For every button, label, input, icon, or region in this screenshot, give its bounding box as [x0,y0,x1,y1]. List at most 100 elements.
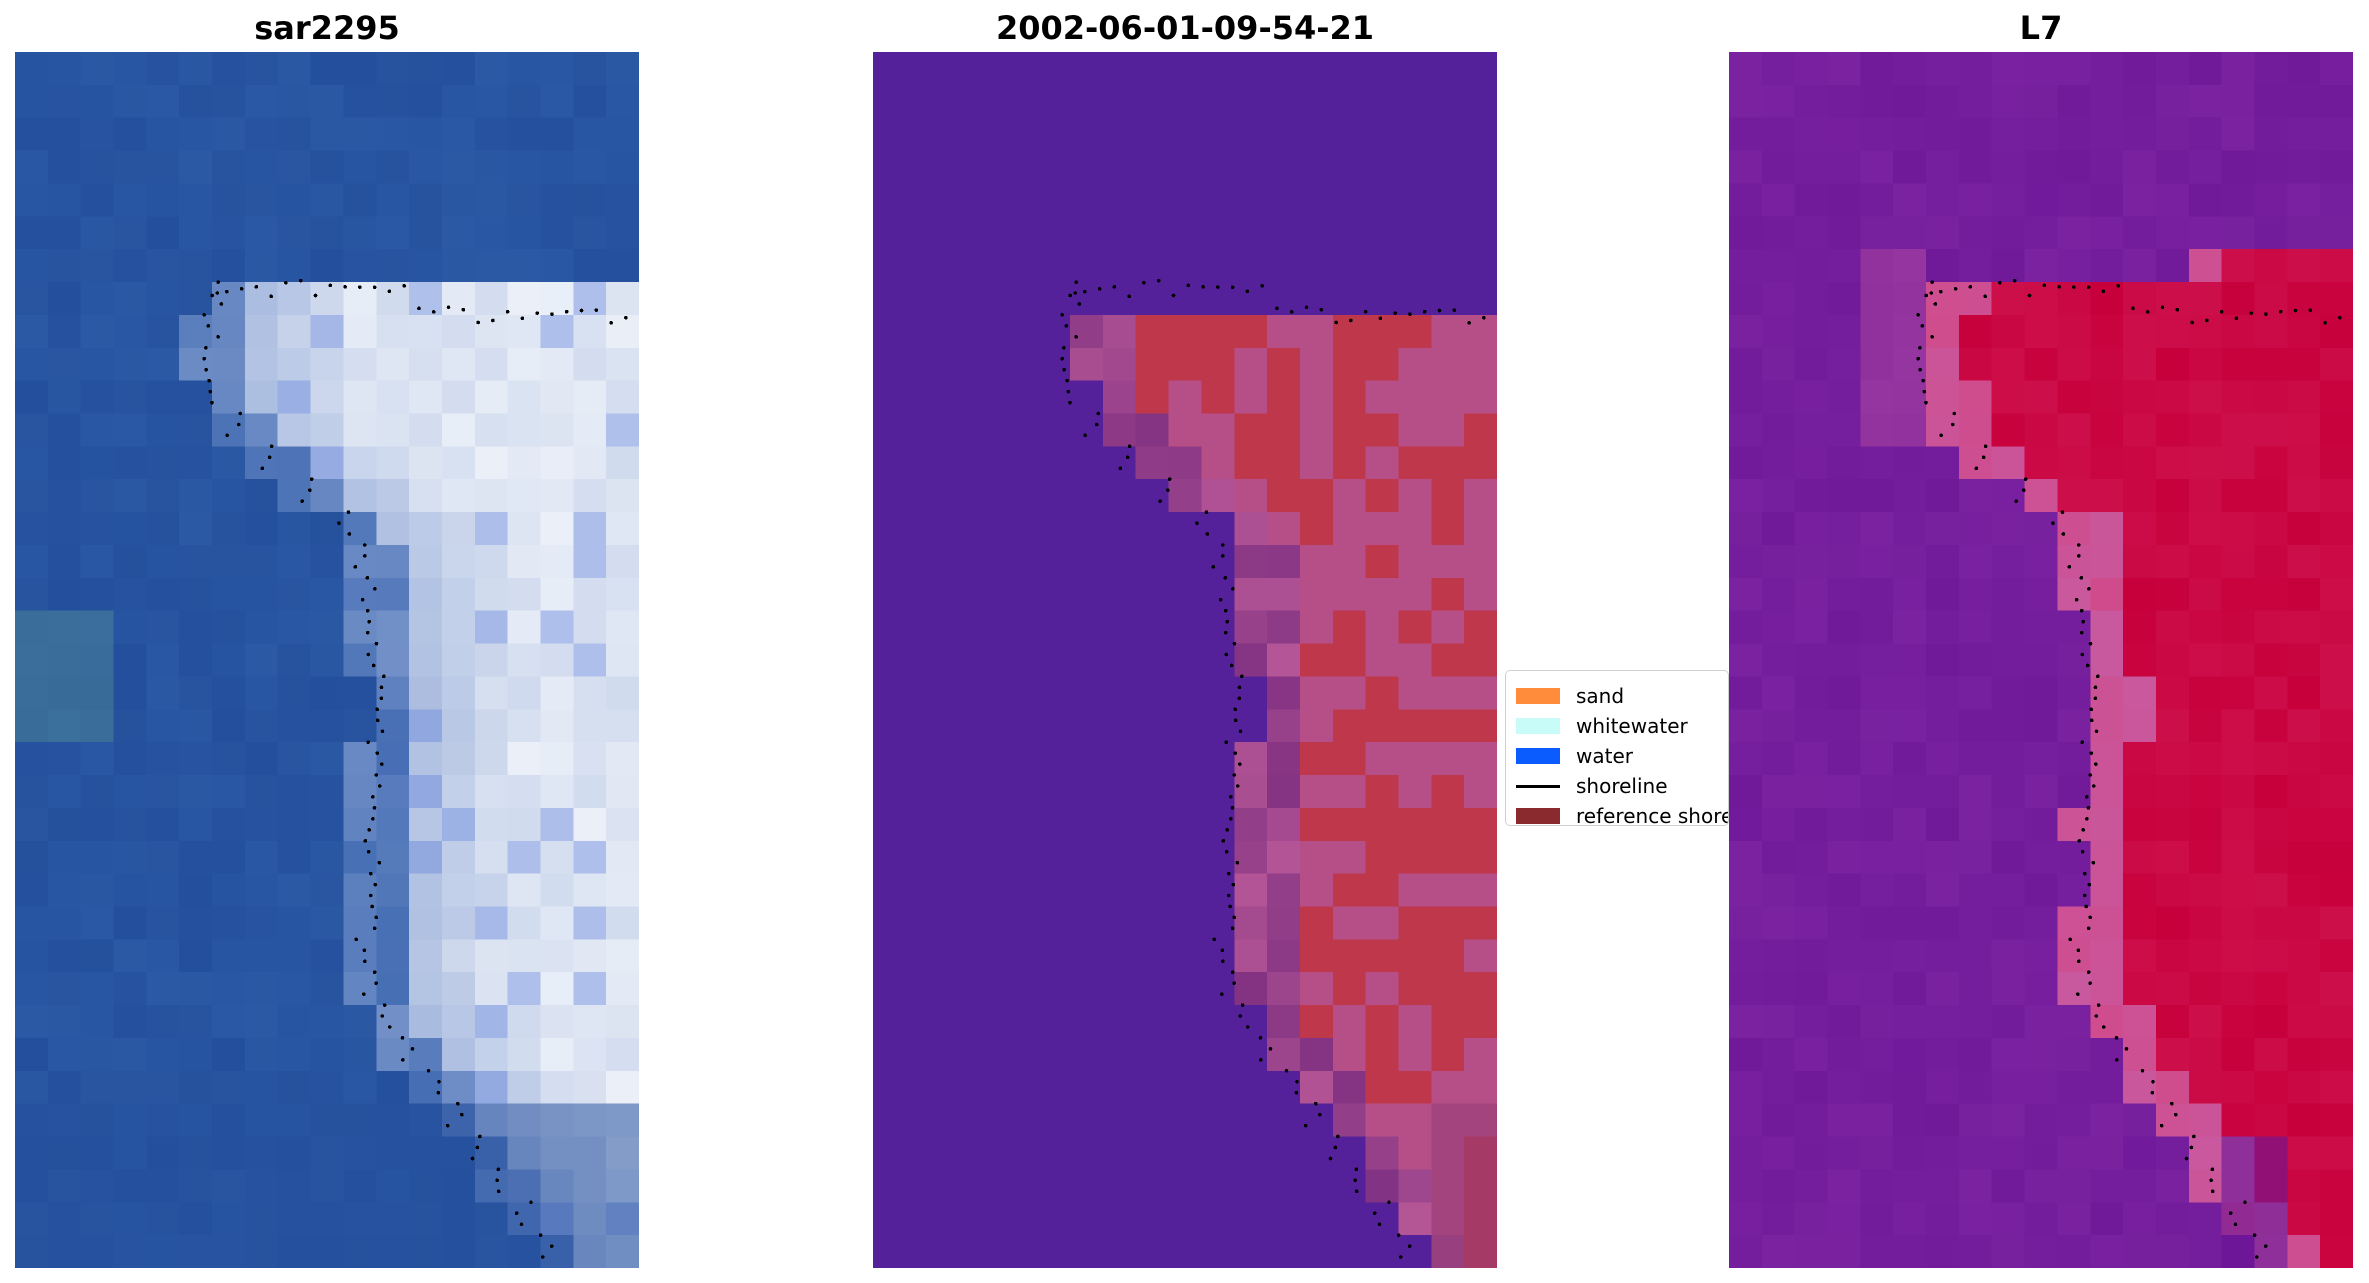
shoreline-point [2042,283,2047,288]
shoreline-point [2077,839,2082,843]
shoreline-point [365,576,370,580]
shoreline-point [2159,1123,2164,1128]
shoreline-point [2131,306,2135,311]
shoreline-point [225,289,229,294]
shoreline-point [369,871,373,876]
shoreline-point [260,466,265,471]
shoreline-point [478,1134,482,1139]
shoreline-point [609,321,613,325]
shoreline-point [2233,1222,2238,1226]
shoreline-point [2027,293,2032,298]
shoreline-point [1304,305,1309,310]
shoreline-point [269,294,273,299]
shoreline-point [2022,488,2026,493]
shoreline-point [1407,1244,1412,1248]
shoreline-point [2076,992,2080,996]
legend-swatch-sand [1516,688,1560,704]
shoreline-point [2057,285,2061,289]
shoreline-point [236,422,241,427]
legend-label-shoreline: shoreline [1576,774,1668,798]
shoreline-point [2254,1255,2259,1259]
shoreline-point [1924,400,1928,405]
shoreline-point [365,608,370,613]
shoreline-point [382,1003,387,1007]
shoreline-point [1240,674,1244,679]
shoreline-point [2210,1167,2215,1172]
shoreline-points [1916,278,2342,1259]
shoreline-point [446,305,451,310]
shoreline-point [1212,937,1216,942]
shoreline-points [202,278,628,1259]
shoreline-point [519,1222,524,1226]
legend-swatch-water [1516,748,1560,764]
shoreline-point [309,477,314,482]
shoreline-point [346,510,351,514]
shoreline-point [1232,641,1237,646]
shoreline-point [208,389,213,394]
shoreline-point [2094,762,2098,766]
shoreline-point [377,784,382,788]
shoreline-point [1073,291,1078,295]
rgb-image-panel [15,52,639,1268]
shoreline-point [529,1200,533,1205]
shoreline-point [1231,882,1236,887]
shoreline-point [2068,937,2072,942]
shoreline-point [1245,1025,1250,1029]
shoreline-point [624,315,628,320]
shoreline-point [476,320,480,325]
shoreline-point [300,499,305,504]
shoreline-point [1922,389,1927,394]
panel-title-index: L7 [2019,9,2063,47]
shoreline-point [431,310,436,314]
shoreline-point [1223,630,1228,635]
shoreline-point [207,378,211,383]
shoreline-point [2175,307,2180,312]
shoreline-point [1221,554,1225,558]
shoreline-point [380,762,384,766]
shoreline-point [375,718,380,723]
shoreline-point [1060,356,1064,361]
shoreline-point [1930,335,1934,339]
shoreline-point [367,828,372,832]
shoreline-point [2085,663,2090,668]
shoreline-point [1929,291,1934,295]
shoreline-point [2228,1211,2233,1215]
shoreline-point [382,674,386,679]
shoreline-point [1396,1233,1401,1237]
panel-title-classified: 2002-06-01-09-54-21 [995,9,1375,47]
shoreline-point [1167,477,1172,482]
shoreline-point [1064,324,1069,328]
shoreline-point [1950,422,1955,427]
shoreline-point [1218,597,1223,602]
shoreline-point [2190,320,2194,325]
shoreline-point [1225,828,1229,832]
shoreline-point [1221,543,1225,547]
shoreline-point [2089,751,2094,755]
shoreline-point [1227,871,1231,876]
shoreline-point [1065,378,1069,383]
shoreline-point [2089,707,2093,712]
shoreline-point [367,619,372,624]
shoreline-point [437,1080,441,1084]
shoreline-point [366,652,371,657]
shoreline-point [1171,293,1176,298]
shoreline-point [1294,1090,1299,1095]
shoreline-point [2096,674,2100,679]
shoreline-point [410,1047,415,1051]
shoreline-point [2077,543,2081,547]
shoreline-point [2210,1189,2215,1194]
shoreline-point [267,455,272,460]
legend-label-reference-shoreline: reference shoreline [1576,804,1728,826]
shoreline-point [2192,1134,2196,1139]
legend-item-whitewater: whitewater [1516,711,1688,741]
shoreline-point [1229,817,1233,821]
shoreline-point [1354,1189,1359,1194]
shoreline-point [1295,1080,1299,1084]
shoreline-point [1232,773,1236,777]
shoreline-point [202,313,206,317]
shoreline-point [594,308,599,312]
shoreline-point [1336,1134,1340,1139]
shoreline-point [2091,860,2096,865]
shoreline-point [2067,565,2072,569]
shoreline-point [371,817,375,821]
